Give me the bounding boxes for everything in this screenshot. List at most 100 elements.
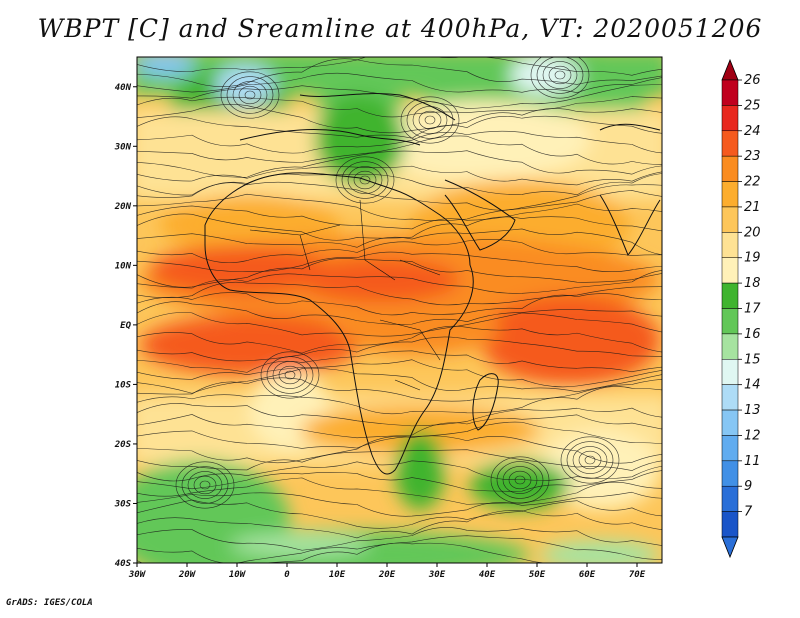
colorbar-swatch [721, 282, 739, 309]
streamline [137, 72, 662, 94]
lon-tick-label: 30W [128, 570, 147, 580]
streamline-swirl [514, 475, 526, 485]
colorbar-arrow-up [721, 58, 739, 81]
streamline-swirl [353, 170, 377, 190]
colorbar-label: 21 [744, 200, 761, 215]
streamline-swirl [566, 441, 614, 479]
colorbar-swatch [721, 232, 739, 258]
streamlines [137, 57, 662, 563]
lon-tick-label: 0 [284, 570, 290, 580]
streamline-swirl [187, 471, 223, 499]
map-axes: 30W 20W 10W 0 10E 20E 30E 40E 50E 60E 70E 40N 30N 20N… [114, 83, 646, 580]
lon-tick-label: 40E [479, 570, 496, 580]
streamline [137, 130, 662, 154]
colorbar-label: 23 [744, 149, 761, 164]
colorbar: 26 25 24 23 22 21 20 19 18 17 16 15 14 13 12 11 9 7 [721, 58, 761, 559]
streamline [137, 367, 662, 394]
streamline-swirl [424, 115, 436, 125]
lat-tick-label: 10S [115, 380, 132, 390]
lat-tick-label: 40S [115, 559, 132, 569]
streamline [137, 301, 662, 325]
map-frame [136, 56, 663, 564]
streamline [137, 165, 662, 186]
streamline-swirl [272, 361, 308, 389]
streamline-swirl [572, 446, 608, 474]
colorbar-arrow-down [721, 536, 739, 559]
streamline [137, 477, 662, 505]
colorbar-swatch [721, 511, 739, 538]
streamline-swirl [260, 351, 320, 399]
streamline [137, 239, 662, 263]
streamline [137, 258, 662, 288]
colorbar-swatch [721, 359, 739, 385]
colorbar-swatch [721, 79, 739, 106]
colorbar-swatch [721, 181, 739, 208]
colorbar-label: 15 [744, 352, 761, 367]
streamline-swirl [542, 61, 578, 89]
streamline-swirl [578, 450, 602, 470]
streamline [137, 312, 662, 337]
colorbar-swatch [721, 130, 739, 157]
streamline [137, 527, 662, 551]
colorbar-label: 11 [744, 454, 761, 469]
streamline [137, 292, 662, 316]
lon-tick-label: 30E [428, 570, 446, 580]
map-title: WBPT [C] and Sreamline at 400hPa, VT: 20… [37, 14, 763, 43]
lon-tick-label: 70E [629, 570, 646, 580]
colorbar-swatch [721, 105, 739, 132]
lat-tick-label: EQ [120, 321, 131, 331]
streamline-swirl [584, 455, 596, 465]
streamline [137, 135, 662, 165]
streamline [137, 403, 662, 427]
streamline [137, 228, 662, 256]
colorbar-swatch [721, 206, 739, 233]
colorbar-label: 13 [744, 403, 761, 418]
streamline [137, 270, 662, 294]
streamline [137, 386, 662, 415]
lat-tick-label: 10N [115, 261, 132, 271]
streamline [137, 350, 662, 373]
colorbar-label: 24 [744, 124, 761, 139]
colorbar-label: 22 [744, 175, 761, 190]
streamline [137, 336, 662, 362]
streamline-swirl [548, 65, 572, 85]
lon-tick-label: 50E [529, 570, 546, 580]
streamline [137, 181, 662, 211]
streamline [137, 57, 662, 76]
streamline-swirl [536, 57, 584, 94]
streamline [137, 190, 662, 221]
colorbar-label: 20 [744, 225, 761, 240]
colorbar-swatch [721, 409, 739, 436]
streamline-swirl [508, 470, 532, 490]
streamline-swirl [341, 161, 389, 199]
streamline [137, 414, 662, 439]
streamline-swirl [278, 365, 302, 385]
colorbar-swatch [721, 384, 739, 411]
colorbar-label: 19 [744, 251, 761, 266]
streamline [137, 535, 662, 563]
streamline [137, 213, 662, 241]
streamline-swirl [406, 101, 454, 139]
streamline [137, 203, 662, 230]
streamline-swirl [335, 156, 395, 204]
streamline-swirl [284, 370, 296, 380]
streamline [137, 377, 662, 402]
lat-tick-label: 20N [114, 202, 132, 212]
streamline [137, 104, 662, 134]
streamline [137, 251, 662, 273]
streamline [137, 173, 662, 196]
colorbar-swatch [721, 460, 739, 487]
streamline [137, 542, 578, 563]
streamline-swirl [232, 81, 268, 109]
streamline-swirl [244, 90, 256, 100]
streamline [137, 449, 662, 471]
map-panel[interactable] [110, 45, 687, 580]
streamline [137, 510, 662, 539]
lon-tick-label: 10E [329, 570, 346, 580]
colorbar-swatch [721, 333, 739, 360]
streamline-swirl [181, 466, 229, 504]
lat-tick-label: 20S [114, 440, 132, 450]
colorbar-label: 26 [744, 73, 761, 88]
streamline-swirl [266, 356, 314, 394]
